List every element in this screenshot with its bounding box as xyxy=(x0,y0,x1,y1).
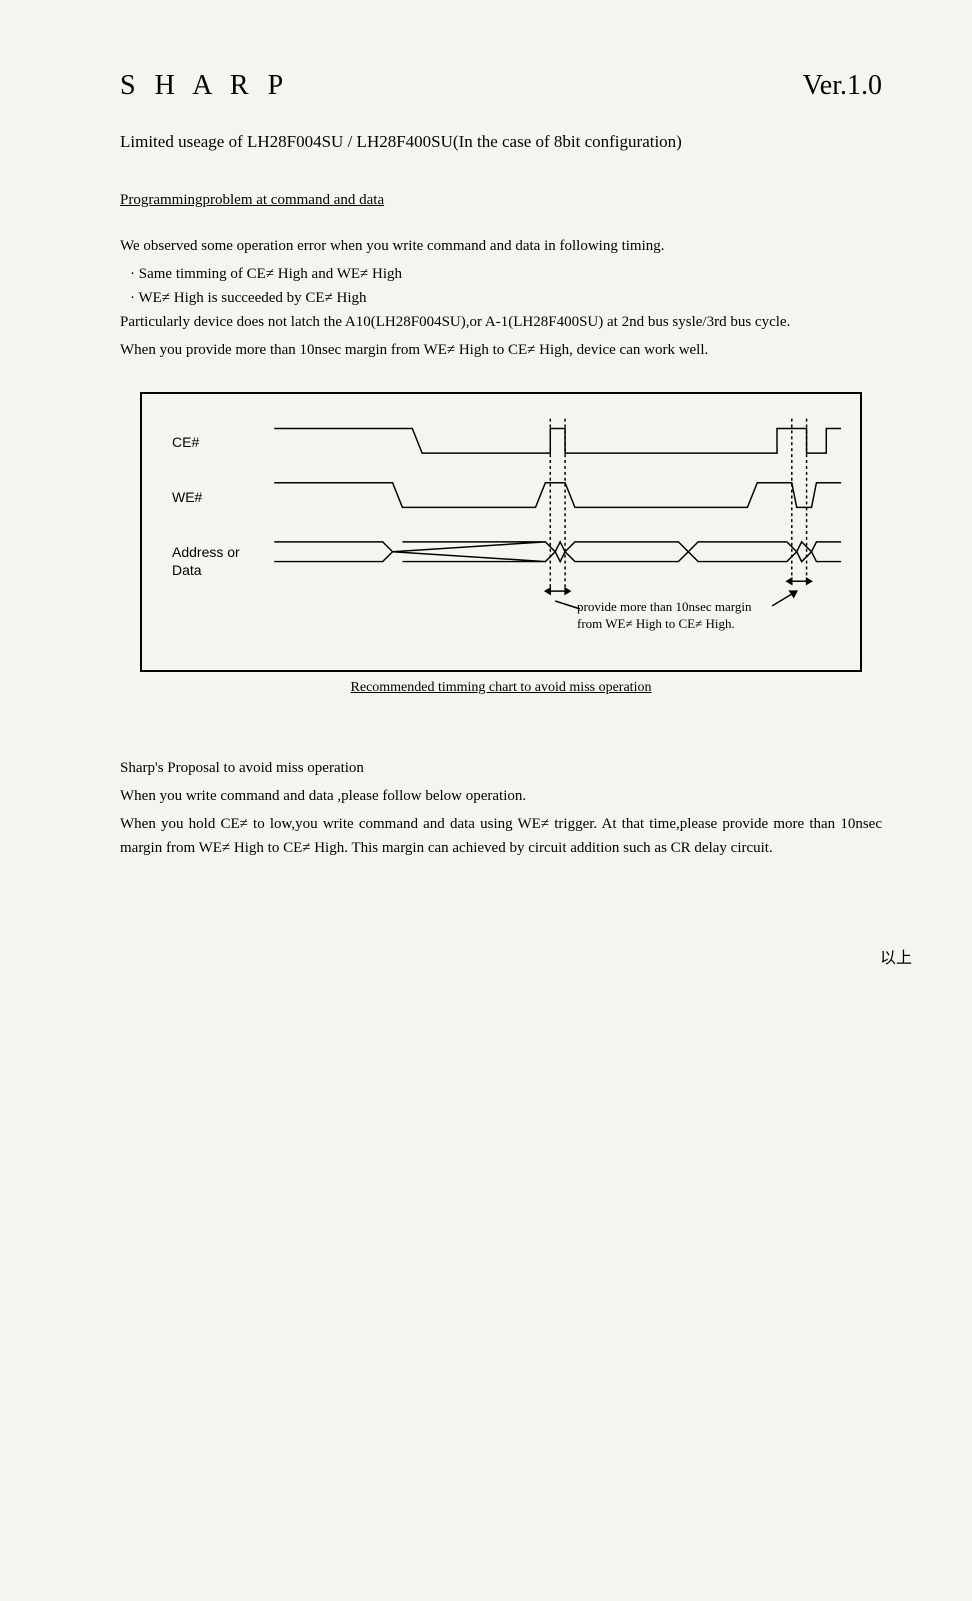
timing-diagram: CE# WE# Address or Data xyxy=(140,392,862,672)
section2-para2: When you hold CE≠ to low,you write comma… xyxy=(120,812,882,860)
section1-para3: When you provide more than 10nsec margin… xyxy=(120,338,882,362)
section2-heading: Sharp's Proposal to avoid miss operation xyxy=(120,756,882,780)
timing-diagram-wrapper: CE# WE# Address or Data xyxy=(140,392,862,696)
section1-heading: Programmingproblem at command and data xyxy=(120,192,882,209)
diagram-annotation: provide more than 10nsec margin from WE≠… xyxy=(577,599,777,633)
section2-para1: When you write command and data ,please … xyxy=(120,784,882,808)
bullet-2: · WE≠ High is succeeded by CE≠ High xyxy=(130,286,882,310)
end-mark: 以上 xyxy=(880,944,912,968)
bullet-1: · Same timming of CE≠ High and WE≠ High xyxy=(130,262,882,286)
version-label: Ver.1.0 xyxy=(803,70,882,102)
document-subtitle: Limited useage of LH28F004SU / LH28F400S… xyxy=(120,132,882,152)
diagram-caption: Recommended timming chart to avoid miss … xyxy=(140,680,862,696)
section2: Sharp's Proposal to avoid miss operation… xyxy=(120,756,882,860)
page-header: S H A R P Ver.1.0 xyxy=(120,70,882,102)
section1-intro: We observed some operation error when yo… xyxy=(120,234,882,258)
brand-name: S H A R P xyxy=(120,70,289,102)
section1-para2: Particularly device does not latch the A… xyxy=(120,310,882,334)
